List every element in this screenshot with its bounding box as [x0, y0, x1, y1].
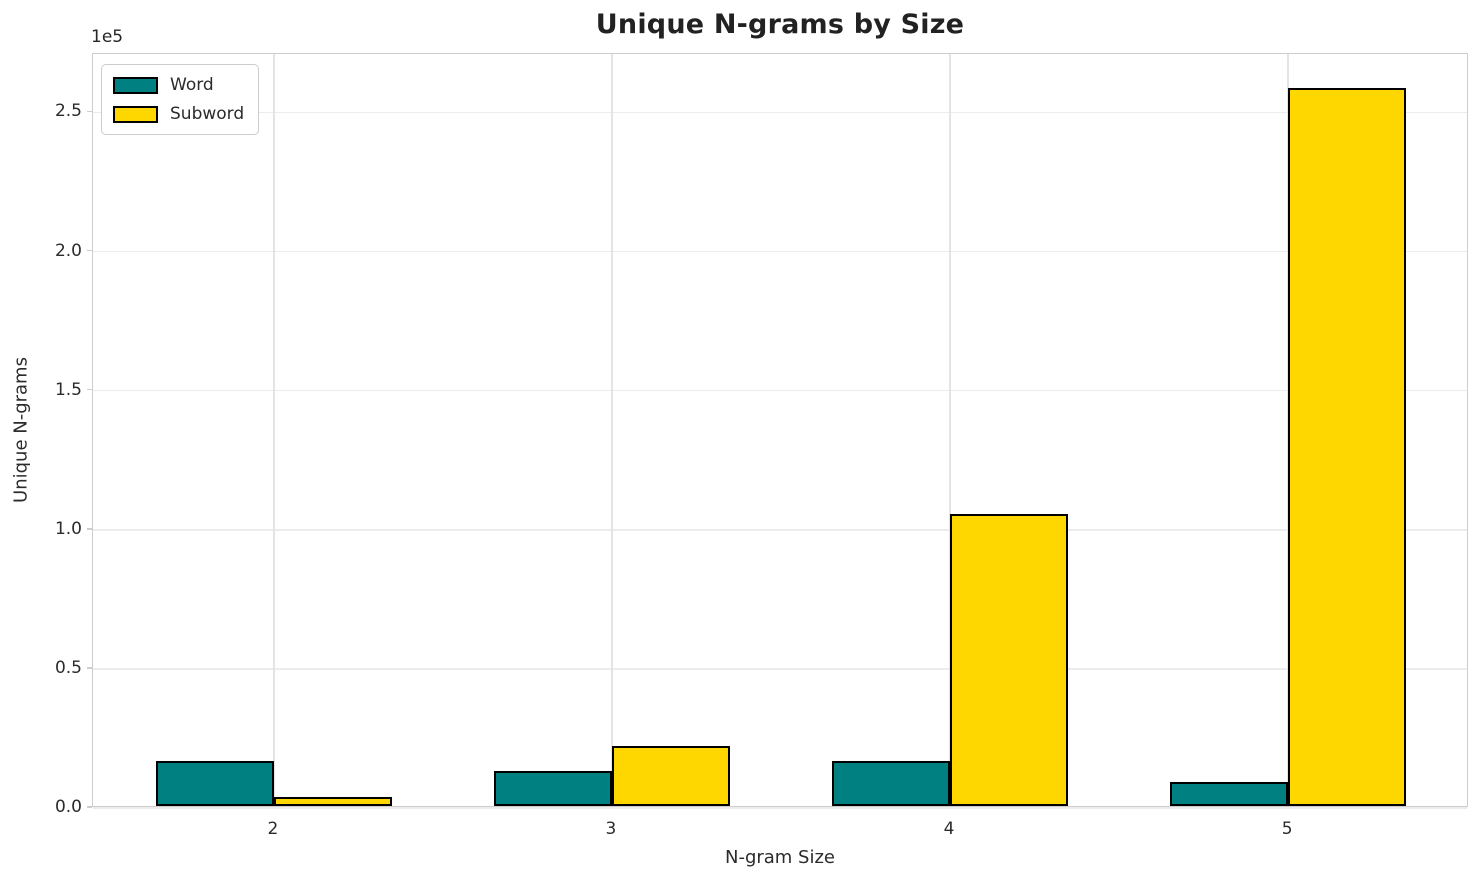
y-gridline	[93, 111, 1467, 114]
x-gridline	[273, 54, 275, 806]
chart-title: Unique N-grams by Size	[595, 9, 965, 40]
y-gridline	[93, 807, 1467, 809]
y-tick-mark	[87, 249, 92, 252]
bar-subword-ngram-5	[1288, 88, 1407, 806]
y-gridline	[93, 668, 1467, 670]
y-tick-label: 1.0	[54, 518, 82, 539]
bar-word-ngram-3	[493, 770, 612, 806]
x-axis-label: N-gram Size	[724, 847, 836, 868]
legend-swatch-word	[113, 76, 158, 94]
y-tick-label: 2.5	[54, 101, 82, 122]
legend-label-subword: Subword	[170, 104, 245, 124]
x-tick-label: 4	[943, 819, 955, 839]
legend: Word Subword	[101, 64, 260, 135]
y-tick-mark	[87, 667, 92, 669]
y-tick-label: 0.5	[54, 657, 82, 678]
legend-item-subword: Subword	[113, 104, 244, 124]
x-tick-label: 2	[267, 819, 279, 839]
y-tick-mark	[87, 110, 92, 113]
y-tick-label: 2.0	[54, 240, 82, 261]
bar-word-ngram-4	[831, 761, 951, 806]
bar-subword-ngram-2	[273, 796, 393, 806]
y-gridline	[93, 389, 1467, 392]
y-tick-mark	[87, 388, 92, 391]
bar-subword-ngram-3	[611, 745, 731, 806]
x-gridline	[611, 54, 613, 806]
legend-label-word: Word	[170, 75, 214, 95]
legend-swatch-subword	[113, 105, 158, 123]
x-tick-label: 5	[1281, 819, 1293, 839]
y-gridline	[93, 529, 1467, 531]
y-tick-mark	[87, 806, 92, 808]
y-tick-label: 1.5	[54, 379, 82, 400]
bar-subword-ngram-4	[950, 513, 1069, 806]
x-tick-label: 3	[605, 819, 617, 839]
plot-area: Word Subword	[92, 53, 1468, 809]
y-axis-offset-label: 1e5	[91, 27, 124, 47]
x-gridline	[949, 54, 951, 806]
bar-word-ngram-5	[1169, 782, 1289, 806]
y-tick-label: 0.0	[54, 797, 82, 817]
bar-word-ngram-2	[155, 761, 274, 806]
y-tick-mark	[87, 528, 92, 530]
legend-item-word: Word	[113, 75, 244, 95]
y-gridline	[93, 250, 1467, 253]
